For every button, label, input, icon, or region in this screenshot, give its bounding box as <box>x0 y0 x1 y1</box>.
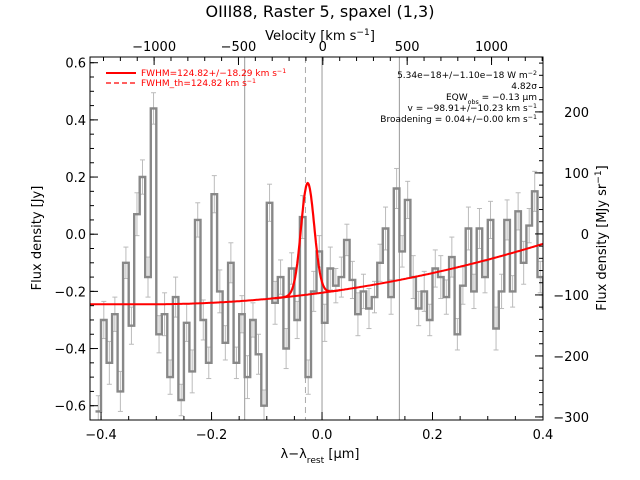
annotation-3-part: v = −98.91+/−10.23 km s <box>408 104 528 114</box>
annotation-0: 5.34e−18+/−1.10e−18 W m−2 <box>397 70 537 82</box>
top-axis-title-part: Velocity [km s <box>265 29 357 44</box>
x-tick-label: 0.2 <box>422 428 443 443</box>
plot-area <box>90 57 543 420</box>
y-axis-title: Flux density [Jy] <box>30 186 45 291</box>
legend-label-0-part: −1 <box>277 68 286 75</box>
top-tick-label: 1000 <box>475 40 508 55</box>
y-tick-label: −0.6 <box>54 400 86 415</box>
x-axis-title: λ−λrest [μm] <box>281 447 360 466</box>
x-axis-title-part: rest <box>307 456 325 466</box>
annotation-1: 4.82σ <box>511 82 537 92</box>
right-axis-title-part: Flux density [MJy sr <box>595 183 610 311</box>
right-tick-label: 100 <box>564 167 589 182</box>
top-axis-title: Velocity [km s−1] <box>265 28 375 44</box>
annotation-0-part: 5.34e−18+/−1.10e−18 W m <box>397 71 528 81</box>
legend-label-0: FWHM=124.82+/−18.29 km s−1 <box>141 68 286 80</box>
x-tick-label: 0.0 <box>312 428 333 443</box>
top-axis-title-part: ] <box>370 29 375 44</box>
plot-frame <box>89 56 544 421</box>
y-tick-label: −0.4 <box>54 343 86 358</box>
right-axis-title-part: −1 <box>594 170 604 183</box>
annotation-2-part: = −0.13 μm <box>479 93 537 103</box>
legend-label-0-part: FWHM=124.82+/−18.29 km s <box>141 69 277 79</box>
right-axis-title-part: ] <box>595 165 610 170</box>
right-tick-label: −300 <box>553 411 589 426</box>
top-tick-label: −1000 <box>132 40 176 55</box>
annotation-2: EQWobs = −0.13 μm <box>446 93 537 106</box>
annotation-4-part: −1 <box>528 114 537 121</box>
y-tick-label: 0.6 <box>65 57 86 72</box>
annotation-2-part: obs <box>468 99 479 106</box>
y-tick-label: 0.0 <box>65 228 86 243</box>
right-tick-label: −100 <box>553 289 589 304</box>
y-tick-label: −0.2 <box>54 285 86 300</box>
right-tick-label: 200 <box>564 106 589 121</box>
right-tick-label: 0 <box>581 228 589 243</box>
x-axis-title-part: m] <box>342 447 360 462</box>
flux-data-step <box>95 107 543 413</box>
annotation-4: Broadening = 0.04+/−0.00 km s−1 <box>380 114 537 126</box>
x-axis-title-part: μ <box>333 447 341 462</box>
x-axis-title-part: λ−λ <box>281 447 308 462</box>
legend-label-1-part: FWHM_th=124.82 km s <box>141 79 247 89</box>
chart-title: OIII88, Raster 5, spaxel (1,3) <box>206 2 435 21</box>
y-tick-label: 0.2 <box>65 171 86 186</box>
x-tick-label: −0.4 <box>85 428 117 443</box>
top-tick-label: −500 <box>221 40 257 55</box>
top-tick-label: 0 <box>319 40 327 55</box>
continuum-fit <box>90 242 543 306</box>
right-tick-label: −200 <box>553 350 589 365</box>
annotation-3: v = −98.91+/−10.23 km s−1 <box>408 103 537 115</box>
right-axis-title: Flux density [MJy sr−1] <box>594 165 610 311</box>
x-axis-title-part: [ <box>324 447 333 462</box>
legend-label-1-part: −1 <box>247 78 256 85</box>
annotation-1-part: 4.82σ <box>511 82 537 92</box>
annotation-0-part: −2 <box>528 70 537 77</box>
annotation-2-part: EQW <box>446 93 468 103</box>
top-tick-label: 500 <box>395 40 420 55</box>
annotation-3-part: −1 <box>528 103 537 110</box>
annotation-4-part: Broadening = 0.04+/−0.00 km s <box>380 115 528 125</box>
x-tick-label: −0.2 <box>196 428 228 443</box>
x-tick-label: 0.4 <box>533 428 554 443</box>
gaussian-fit <box>274 181 341 300</box>
y-tick-label: 0.4 <box>65 114 86 129</box>
legend-label-1: FWHM_th=124.82 km s−1 <box>141 78 256 90</box>
top-axis-title-part: −1 <box>356 28 369 38</box>
